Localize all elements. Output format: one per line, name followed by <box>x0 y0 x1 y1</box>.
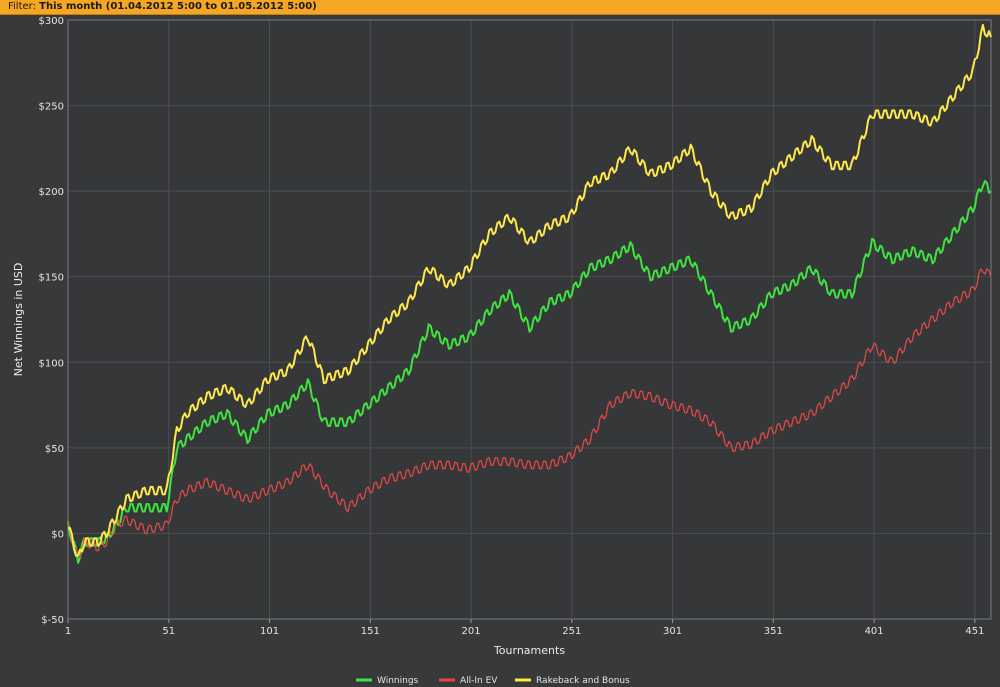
legend-label-all-in-ev: All-In EV <box>460 676 498 686</box>
chart-area: $-50 $0 $50 $100 $150 $200 $250 $300 1 51 101 151 20… <box>0 15 1000 687</box>
y-tick-label: $50 <box>45 444 64 455</box>
y-tick-label: $250 <box>39 102 64 113</box>
x-tick-label: 201 <box>462 626 481 637</box>
series-line-rakeback-and-bonus <box>67 23 992 557</box>
x-tick-label: 1 <box>65 626 71 637</box>
filter-value: This month (01.04.2012 5:00 to 01.05.201… <box>39 1 317 12</box>
plot-frame <box>67 19 992 620</box>
y-tick-label: $150 <box>39 273 64 284</box>
y-axis-title: Net Winnings in USD <box>12 263 25 377</box>
y-tick-label: $0 <box>51 529 64 540</box>
series-line-winnings <box>67 180 992 564</box>
x-tick-label: 51 <box>162 626 175 637</box>
y-tick-label: $100 <box>39 358 64 369</box>
filter-label: Filter: <box>8 1 36 12</box>
legend-label-winnings: Winnings <box>377 676 419 686</box>
x-tick-label: 101 <box>260 626 279 637</box>
x-tick-label: 151 <box>361 626 380 637</box>
plot-area <box>68 20 991 619</box>
series-line-all-in-ev <box>67 268 992 558</box>
x-tick-label: 401 <box>865 626 884 637</box>
x-tick-label: 351 <box>764 626 783 637</box>
filter-bar: Filter: This month (01.04.2012 5:00 to 0… <box>0 0 1000 15</box>
x-tick-label: 451 <box>965 626 984 637</box>
x-tick-label: 251 <box>562 626 581 637</box>
x-tick-label: 301 <box>663 626 682 637</box>
y-tick-label: $200 <box>39 187 64 198</box>
y-tick-label: $300 <box>39 16 64 27</box>
x-axis-title: Tournaments <box>493 644 565 657</box>
y-tick-label: $-50 <box>41 615 64 626</box>
legend-label-rakeback-and-bonus: Rakeback and Bonus <box>536 676 630 686</box>
